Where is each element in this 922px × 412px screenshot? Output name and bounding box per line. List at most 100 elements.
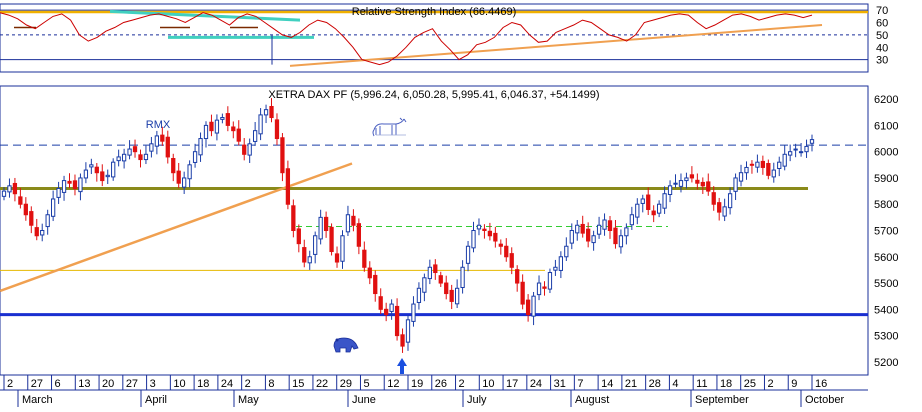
candle-body [29, 211, 34, 226]
candle-body [673, 182, 678, 185]
candle [416, 282, 422, 310]
rsi-tick-label: 70 [876, 5, 888, 17]
x-day-label: 27 [31, 378, 43, 390]
x-day-label: 18 [720, 378, 732, 390]
candle-body [214, 119, 220, 134]
x-day-label: 3 [150, 378, 156, 390]
candle-body [45, 214, 50, 228]
candle [667, 180, 673, 203]
candle-body [176, 170, 181, 184]
candle [89, 158, 94, 175]
candle [558, 251, 564, 279]
candle-body [493, 232, 498, 242]
candle [176, 162, 181, 189]
candle-body [345, 214, 351, 233]
candle-body [788, 151, 793, 156]
price-tick-label: 5300 [874, 331, 898, 343]
candle [624, 223, 629, 245]
candle [809, 134, 815, 152]
x-day-label: 15 [292, 378, 304, 390]
candle-body [362, 249, 367, 268]
candle-body [182, 177, 187, 188]
x-month-label: August [575, 394, 609, 406]
candle-body [34, 227, 39, 237]
price-tick-label: 6000 [874, 147, 898, 159]
candle-body [274, 119, 280, 140]
candle-body [318, 216, 323, 240]
x-day-label: 2 [7, 378, 13, 390]
candle-body [695, 179, 700, 184]
candle-body [531, 295, 536, 317]
candle-body [744, 166, 749, 174]
candle [367, 261, 372, 285]
candle-body [607, 220, 613, 232]
candle [209, 114, 214, 137]
x-day-label: 14 [601, 378, 613, 390]
candle [192, 143, 198, 168]
candle-body [782, 153, 787, 167]
candle-body [596, 224, 602, 235]
candle-body [569, 230, 574, 244]
candle-body [280, 137, 285, 174]
candle-body [40, 230, 45, 236]
candle [1, 187, 7, 201]
candle [111, 158, 116, 181]
candle-body [662, 193, 667, 209]
price-tick-label: 5600 [874, 252, 898, 264]
x-day-label: 17 [506, 378, 518, 390]
rsi-tick-label: 50 [876, 30, 888, 42]
candle-body [405, 319, 411, 343]
candle-body [602, 219, 607, 230]
candle-body [56, 187, 61, 198]
candle-body [89, 164, 94, 168]
candle [274, 113, 280, 146]
x-day-label: 19 [411, 378, 423, 390]
candle-body [209, 121, 214, 132]
candle [7, 178, 12, 198]
candle-body [356, 223, 362, 247]
x-day-label: 13 [78, 378, 90, 390]
candle [313, 231, 318, 264]
candle-body [580, 223, 585, 234]
candle [345, 205, 351, 237]
candle-body [400, 334, 405, 347]
candle [788, 144, 793, 162]
candle [56, 181, 61, 204]
candle [127, 140, 132, 160]
candle-body [646, 194, 651, 210]
price-tick-label: 6200 [874, 94, 898, 106]
candle-body [373, 274, 378, 295]
candle-body [591, 235, 596, 244]
candle [12, 177, 18, 202]
candle-body [651, 210, 656, 216]
candle [766, 159, 771, 180]
candle-body [50, 198, 56, 217]
candle [334, 246, 340, 268]
candle-body [231, 126, 236, 132]
candle-body [187, 164, 192, 180]
candle-body [171, 158, 176, 174]
candle-body [192, 151, 198, 163]
candle-body [618, 235, 624, 248]
candle-body [678, 180, 684, 187]
rsi-tick-label: 30 [876, 55, 888, 67]
candle [203, 121, 209, 148]
candle [154, 130, 160, 155]
x-day-label: 6 [55, 378, 61, 390]
candle-body [706, 181, 711, 192]
candle-body [334, 253, 340, 263]
candle [793, 143, 798, 158]
candle-body [760, 160, 766, 168]
candle [182, 171, 187, 194]
x-day-label: 25 [744, 378, 756, 390]
x-day-label: 28 [649, 378, 661, 390]
candle-body [94, 166, 99, 174]
candle-body [160, 134, 165, 142]
price-tick-label: 5900 [874, 173, 898, 185]
candle [187, 160, 192, 188]
candle-body [700, 181, 705, 187]
candle [231, 121, 236, 139]
candle [105, 169, 110, 184]
candle-body [165, 136, 170, 158]
